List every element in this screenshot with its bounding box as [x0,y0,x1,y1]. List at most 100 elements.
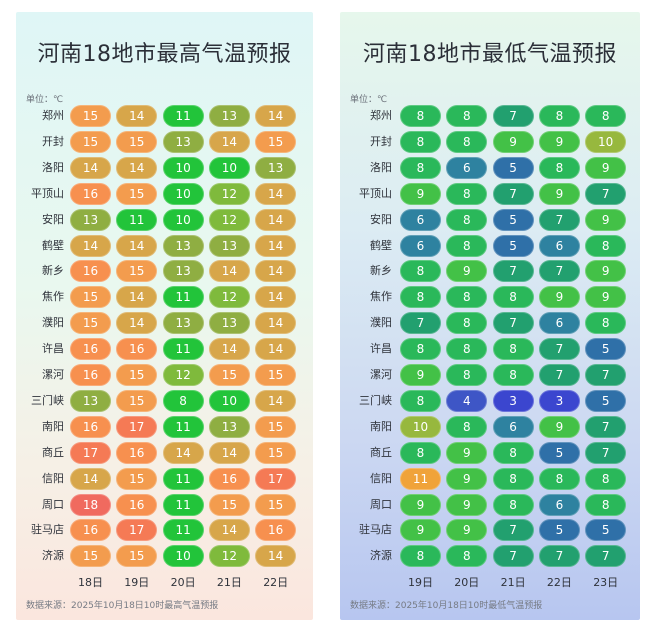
temp-cell: 14 [116,105,158,127]
temp-cell: 8 [400,338,441,361]
temp-cell: 9 [585,286,627,309]
temp-cell: 8 [446,338,488,361]
temp-cell: 8 [446,234,488,257]
temp-cell: 15 [255,441,297,464]
temp-cell: 9 [446,519,488,542]
temp-cell: 14 [255,338,297,361]
temp-cell: 16 [70,338,111,361]
temp-cell: 9 [400,493,441,516]
temp-cell: 15 [208,364,250,386]
temp-cell: 8 [538,467,580,490]
temp-cell: 15 [70,286,111,309]
city-label: 周口 [42,497,64,511]
city-label: 南阳 [370,419,392,433]
temp-cell: 12 [208,182,250,205]
city-label: 漯河 [42,368,64,381]
temp-cell: 11 [400,467,441,490]
day-label: 22日 [263,576,289,589]
day-label: 18日 [78,576,103,589]
temp-cell: 10 [400,415,441,438]
high-temp-grid: 郑州 15 14 11 13 14 开封 15 15 13 14 15 洛阳 14 14 10 10 13 平顶山 1… [16,12,313,620]
temp-cell: 13 [208,312,250,335]
temp-cell: 9 [538,286,580,309]
temp-cell: 8 [492,467,534,490]
temp-cell: 17 [116,519,158,542]
temp-cell: 7 [585,364,627,386]
city-label: 漯河 [370,368,392,381]
temp-cell: 11 [162,415,204,438]
temp-cell: 5 [585,389,627,412]
temp-cell: 15 [116,545,158,568]
day-label: 19日 [124,576,150,589]
temp-cell: 15 [116,364,158,386]
temp-cell: 9 [446,260,488,283]
day-label: 21日 [500,576,526,589]
temp-cell: 11 [116,208,158,231]
temp-cell: 8 [446,312,488,335]
temp-cell: 15 [116,130,158,153]
temp-cell: 14 [116,156,158,179]
temp-cell: 9 [446,467,488,490]
temp-cell: 14 [208,130,250,153]
temp-cell: 7 [492,545,534,568]
temp-cell: 14 [116,286,158,309]
temp-cell: 5 [585,519,627,542]
temp-cell: 8 [446,545,488,568]
temp-cell: 15 [70,130,111,153]
temp-cell: 15 [70,545,111,568]
low-temp-grid: 郑州 8 8 7 8 8 开封 8 8 9 9 10 洛阳 8 6 5 8 9 平顶山 9 8 7 9 7 安阳 6 8 5 7 9 鹤壁 6… [340,12,640,620]
temp-cell: 8 [446,105,488,127]
temp-cell: 13 [162,260,204,283]
temp-cell: 11 [162,493,204,516]
temp-cell: 8 [446,130,488,153]
temp-cell: 10 [162,156,204,179]
temp-cell: 8 [400,156,441,179]
temp-cell: 4 [446,389,488,412]
temp-cell: 6 [400,208,441,231]
temp-cell: 16 [70,519,111,542]
temp-cell: 5 [492,208,534,231]
city-label: 信阳 [42,471,64,485]
temp-cell: 15 [116,389,158,412]
temp-cell: 14 [162,441,204,464]
temp-cell: 8 [492,338,534,361]
temp-cell: 13 [162,312,204,335]
city-label: 焦作 [370,290,392,304]
temp-cell: 14 [255,208,297,231]
city-label: 平顶山 [31,186,64,200]
temp-cell: 8 [492,286,534,309]
day-label: 20日 [170,576,196,589]
temp-cell: 10 [208,156,250,179]
temp-cell: 16 [70,415,111,438]
temp-cell: 14 [255,260,297,283]
city-label: 济源 [370,549,392,563]
temp-cell: 7 [538,364,580,386]
temp-cell: 13 [208,415,250,438]
low-temp-panel: 河南18地市最低气温预报 单位：℃ 郑州 8 8 7 8 8 开封 8 8 9 9 10 洛阳 8 6 5 8 9… [340,12,640,620]
temp-cell: 8 [400,130,441,153]
temp-cell: 9 [492,130,534,153]
temp-cell: 8 [585,105,627,127]
temp-cell: 15 [116,260,158,283]
temp-cell: 15 [70,312,111,335]
temp-cell: 3 [538,389,580,412]
temp-cell: 8 [492,493,534,516]
temp-cell: 16 [116,441,158,464]
city-label: 南阳 [42,419,64,433]
temp-cell: 5 [538,519,580,542]
temp-cell: 14 [208,519,250,542]
temp-cell: 13 [162,234,204,257]
temp-cell: 16 [208,467,250,490]
temp-cell: 14 [255,286,297,309]
temp-cell: 7 [492,260,534,283]
temp-cell: 8 [538,156,580,179]
city-label: 商丘 [42,445,64,459]
temp-cell: 5 [492,234,534,257]
city-label: 开封 [370,134,392,148]
temp-cell: 9 [538,415,580,438]
temp-cell: 15 [208,493,250,516]
city-label: 新乡 [370,264,392,278]
city-label: 开封 [42,134,64,148]
temp-cell: 13 [208,105,250,127]
city-label: 鹤壁 [370,238,392,252]
